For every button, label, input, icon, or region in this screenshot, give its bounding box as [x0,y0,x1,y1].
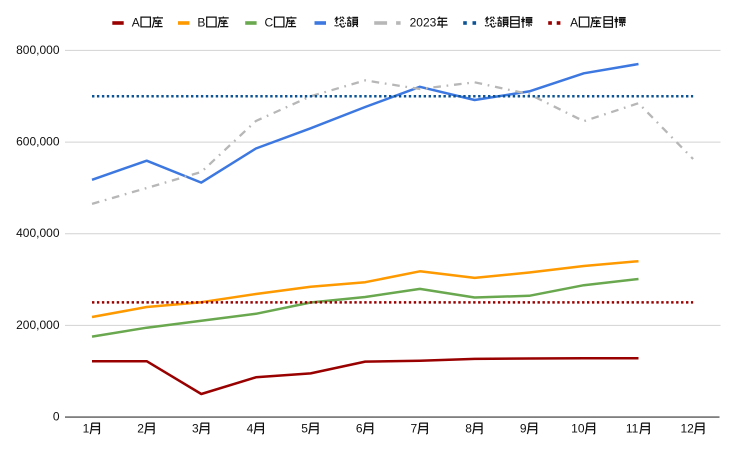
svg-text:600,000: 600,000 [16,135,60,149]
svg-text:B: B [197,16,205,30]
svg-text:8: 8 [465,422,472,436]
svg-text:11: 11 [626,422,639,436]
svg-text:2023: 2023 [410,16,437,30]
svg-text:2: 2 [137,422,144,436]
svg-text:C: C [265,16,274,30]
svg-text:10: 10 [571,422,585,436]
svg-text:A: A [132,16,140,30]
svg-text:4: 4 [247,422,254,436]
svg-text:1: 1 [83,422,90,436]
svg-text:400,000: 400,000 [16,226,60,240]
svg-text:9: 9 [520,422,527,436]
svg-text:3: 3 [192,422,199,436]
svg-text:800,000: 800,000 [16,43,60,57]
svg-text:A: A [570,16,578,30]
svg-text:7: 7 [411,422,418,436]
svg-text:5: 5 [301,422,308,436]
svg-text:0: 0 [53,410,60,424]
svg-text:12: 12 [680,422,694,436]
svg-text:6: 6 [356,422,363,436]
svg-text:200,000: 200,000 [16,318,60,332]
